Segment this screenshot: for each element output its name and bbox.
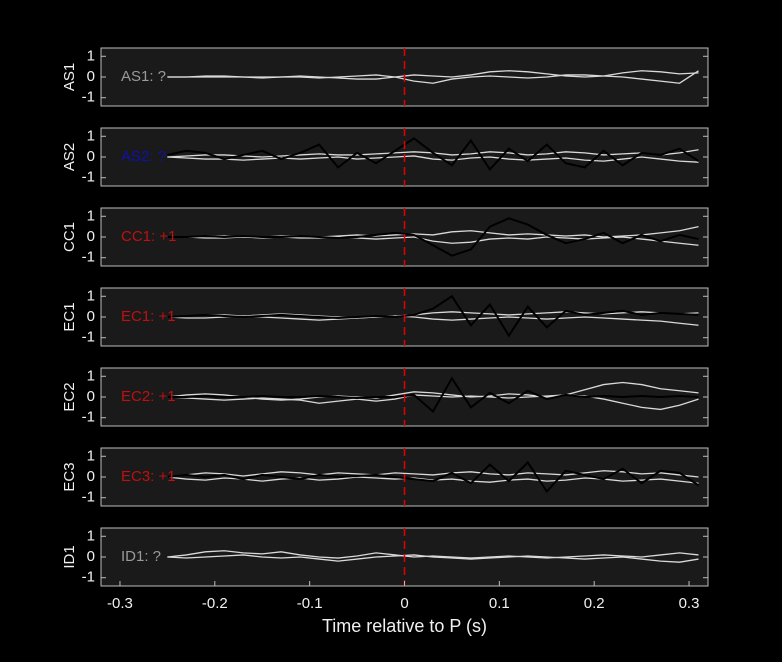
station-annotation: AS2: ? [121,148,166,165]
y-axis-label: EC2 [61,382,78,411]
trace [167,460,700,494]
y-tick-label: -1 [82,409,95,426]
y-tick-label: 0 [87,228,95,245]
y-axis-label: EC1 [61,302,78,331]
trace [167,376,699,414]
x-tick-label: 0 [400,595,408,612]
trace [167,311,699,319]
trace [167,155,699,163]
x-tick-label: -0.3 [107,595,133,612]
y-tick-label: -1 [82,329,95,346]
y-tick-label: -1 [82,489,95,506]
y-tick-label: -1 [82,169,95,186]
y-axis-label: AS1 [61,63,78,91]
x-tick-label: 0.2 [584,595,605,612]
station-annotation: EC3: +1 [121,468,176,485]
y-tick-label: 1 [87,287,95,304]
trace [167,217,699,257]
y-tick-label: 0 [87,148,95,165]
x-tick-label: 0.3 [679,595,700,612]
y-tick-label: 0 [87,548,95,565]
y-tick-label: 0 [87,68,95,85]
trace [167,137,700,172]
y-axis-label: CC1 [61,222,78,252]
y-tick-label: 1 [87,527,95,544]
trace [167,70,699,80]
y-tick-label: -1 [82,89,95,106]
y-tick-label: 0 [87,468,95,485]
y-tick-label: 0 [87,388,95,405]
y-axis-label: AS2 [61,143,78,171]
station-annotation: EC2: +1 [121,388,176,405]
y-tick-label: 0 [87,308,95,325]
x-tick-label: 0.1 [489,595,510,612]
y-tick-label: -1 [82,249,95,266]
y-tick-label: 1 [87,207,95,224]
y-tick-label: -1 [82,569,95,586]
x-tick-label: -0.1 [297,595,323,612]
station-annotation: ID1: ? [121,548,161,565]
y-tick-label: 1 [87,367,95,384]
x-tick-label: -0.2 [202,595,228,612]
station-annotation: EC1: +1 [121,308,176,325]
y-axis-label: ID1 [61,545,78,568]
y-axis-label: EC3 [61,462,78,491]
trace [167,470,699,478]
station-annotation: AS1: ? [121,68,166,85]
trace [167,550,699,559]
trace [167,554,699,563]
trace [167,394,699,411]
x-axis-label: Time relative to P (s) [322,616,487,636]
station-annotation: CC1: +1 [121,228,176,245]
y-tick-label: 1 [87,447,95,464]
y-tick-label: 1 [87,47,95,64]
y-tick-label: 1 [87,127,95,144]
trace [167,236,699,246]
trace [167,70,699,84]
trace [167,294,699,338]
